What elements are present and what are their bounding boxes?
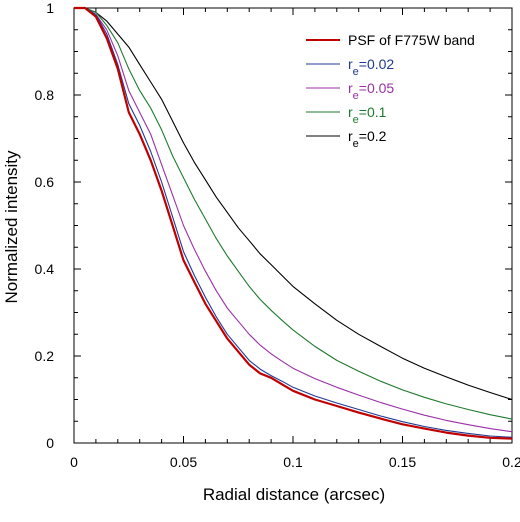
y-tick-label: 0.6 [35,174,55,190]
plot-frame [73,7,513,444]
y-tick-label: 0 [46,435,54,451]
series-line-3 [74,7,513,420]
series-line-4 [74,7,513,401]
y-tick-label: 0.4 [35,261,55,277]
series-lines [74,6,513,440]
x-tick-label: 0 [70,454,78,470]
plot-area-border [73,7,513,444]
legend-label: re=0.05 [348,80,394,102]
series-line-1 [74,7,513,438]
series-line-0 [74,6,513,440]
x-axis-label: Radial distance (arcsec) [203,485,385,504]
x-tick-label: 0.1 [283,454,303,470]
y-axis-ticks: 0 0.2 0.4 0.6 0.8 1 [35,0,512,451]
x-tick-label: 0.05 [170,454,197,470]
y-tick-label: 0.8 [35,87,55,103]
series-line-2 [74,7,513,433]
legend-label: re=0.02 [348,56,394,78]
y-axis-label: Normalized intensity [2,150,21,304]
x-tick-label: 0.2 [502,454,520,470]
y-tick-label: 1 [46,0,54,16]
legend-label: re=0.1 [348,104,387,126]
legend-label: PSF of F775W band [348,32,475,48]
x-tick-label: 0.15 [389,454,416,470]
legend: PSF of F775W band re=0.02re=0.05re=0.1re=… [306,32,475,150]
y-tick-label: 0.2 [35,348,55,364]
x-axis-ticks: 0 0.05 0.1 0.15 0.2 [70,8,520,470]
legend-label: re=0.2 [348,128,387,150]
